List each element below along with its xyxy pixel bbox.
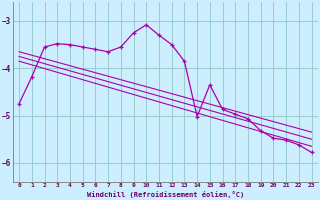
- X-axis label: Windchill (Refroidissement éolien,°C): Windchill (Refroidissement éolien,°C): [87, 191, 244, 198]
